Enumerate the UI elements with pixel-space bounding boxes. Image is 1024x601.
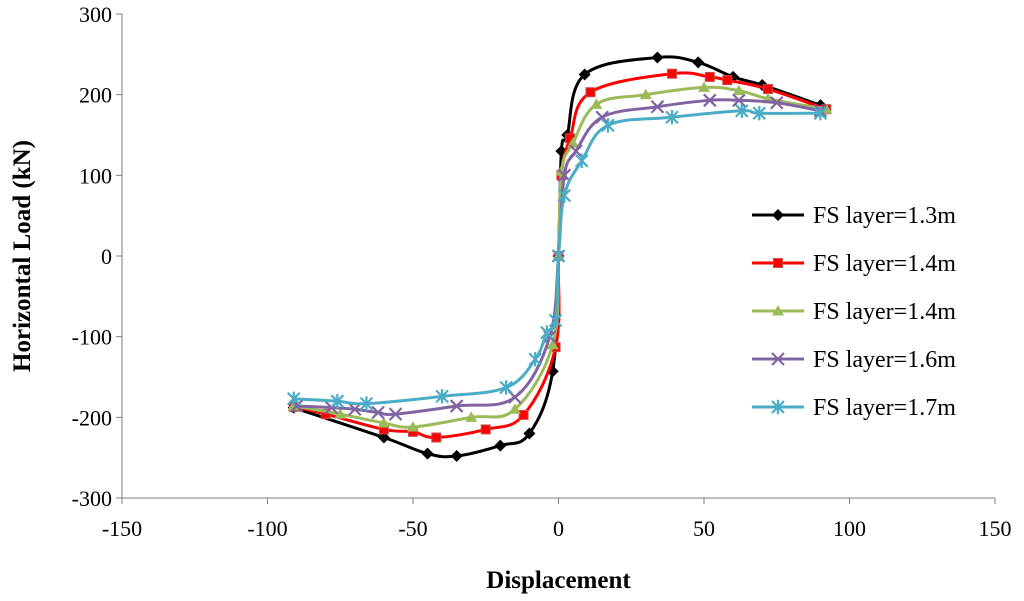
data-point [769,95,784,110]
data-point [431,432,442,443]
data-point [540,325,554,340]
legend-swatch-marker [771,352,785,366]
data-point [735,103,749,118]
data-point [752,106,767,121]
data-point [763,84,774,95]
data-point [722,75,733,86]
x-tick-label: -50 [398,516,427,541]
y-tick-label: 200 [79,83,112,108]
data-point [450,450,463,463]
data-point [548,313,563,328]
data-point [377,416,390,428]
data-point [421,447,434,460]
legend-item: FS layer=1.6m [752,347,956,373]
legend-swatch-marker [771,399,785,415]
data-point [480,424,491,435]
data-point [704,71,715,82]
data-point [286,391,301,406]
data-point [334,408,347,419]
data-point [639,88,652,100]
data-point [650,99,665,114]
legend-swatch-marker [772,209,784,221]
data-point [551,248,566,264]
data-point [590,98,603,109]
data-point [465,411,478,422]
y-tick-label: 100 [79,163,112,188]
y-axis-title: Horizontal Load (kN) [9,140,36,372]
series-line [293,109,821,406]
data-point [499,380,513,395]
data-point [575,153,589,169]
series-5 [286,103,828,411]
data-point [546,338,559,350]
data-point [601,118,615,133]
data-point [359,396,374,411]
data-point [435,389,449,404]
y-tick-label: -200 [72,405,112,430]
y-tick-label: -100 [72,325,112,350]
data-point [388,407,403,421]
data-point [377,431,390,444]
legend-label: FS layer=1.4m [813,251,956,277]
legend-label: FS layer=1.7m [813,395,956,421]
legend-item: FS layer=1.3m [752,203,956,229]
legend-label: FS layer=1.3m [813,203,956,229]
x-tick-label: 50 [693,516,715,541]
legend-label: FS layer=1.6m [813,347,956,373]
data-point [508,403,521,414]
data-point [407,421,419,432]
data-point [569,144,583,158]
data-point [449,399,464,413]
data-point [518,409,529,420]
data-point [703,93,717,108]
y-tick-label: 300 [79,2,112,27]
data-point [320,409,331,420]
data-point [371,405,385,420]
data-point [557,188,572,203]
data-point [578,68,591,81]
data-point [692,56,705,69]
data-point [523,427,536,440]
data-point [330,394,345,409]
axes: -300 -200 -100 0 100 200 300 -150 -100 -50 0 50 100 1… [72,2,1012,541]
y-tick-label: 0 [101,244,112,269]
legend: FS layer=1.3m FS layer=1.4m FS layer=1.4m F… [752,203,956,421]
x-tick-label: 0 [553,516,564,541]
x-tick-label: 100 [833,516,866,541]
data-point [567,137,580,148]
y-tick-label: -300 [72,486,112,511]
data-point [595,110,609,125]
data-point [348,402,362,417]
data-point [651,51,664,64]
x-axis-title: Displacement [486,567,631,594]
legend-item: FS layer=1.7m [752,395,956,421]
data-point [666,68,677,79]
series-layer [286,51,833,463]
data-point [813,106,828,121]
x-tick-label: 150 [979,516,1012,541]
data-point [665,110,679,125]
legend-item: FS layer=1.4m [752,299,956,325]
data-point [528,352,542,367]
data-point [732,84,745,96]
data-point [494,439,507,452]
data-point [698,81,710,92]
x-tick-label: -100 [247,516,287,541]
legend-swatch-marker [773,258,783,268]
x-tick-label: -150 [102,516,142,541]
data-point [557,168,572,183]
legend-item: FS layer=1.4m [752,251,956,277]
legend-swatch-marker [772,305,784,316]
data-point [585,87,596,98]
legend-label: FS layer=1.4m [813,299,956,325]
